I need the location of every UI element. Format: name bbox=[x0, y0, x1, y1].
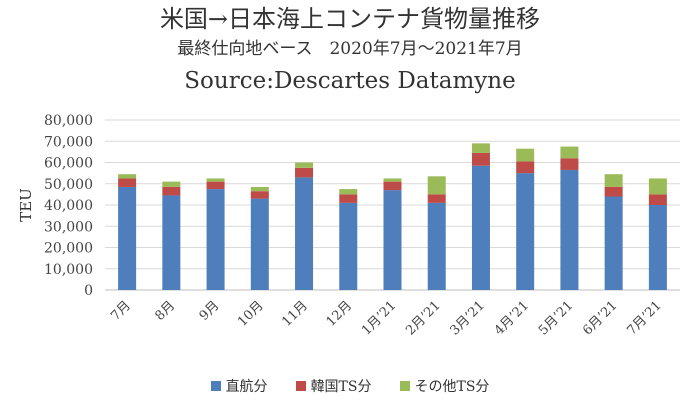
bar-segment-0 bbox=[118, 186, 137, 290]
bar-segment-1 bbox=[471, 152, 490, 166]
y-tick-label: 70,000 bbox=[44, 134, 93, 150]
bar-segment-1 bbox=[118, 178, 137, 187]
bar-segment-0 bbox=[295, 177, 314, 290]
bar-segment-1 bbox=[560, 158, 579, 170]
bar-segment-0 bbox=[560, 169, 579, 290]
bar-segment-2 bbox=[560, 146, 579, 159]
y-tick-label: 0 bbox=[84, 283, 93, 299]
bar-segment-1 bbox=[648, 194, 667, 205]
bar-segment-0 bbox=[604, 196, 623, 290]
x-tick-label: 7月’21 bbox=[624, 298, 664, 338]
bar-segment-0 bbox=[162, 195, 181, 290]
bar-segment-0 bbox=[250, 198, 269, 290]
bar-segment-1 bbox=[604, 186, 623, 197]
x-tick-label: 1月’21 bbox=[359, 298, 399, 338]
y-tick-label: 50,000 bbox=[44, 177, 93, 193]
legend: 直航分 韓国TS分 その他TS分 bbox=[0, 376, 700, 396]
bar-segment-0 bbox=[339, 202, 358, 290]
chart-title: 米国→日本海上コンテナ貨物量推移 bbox=[159, 5, 541, 33]
bar-segment-2 bbox=[648, 178, 667, 195]
bar-segment-2 bbox=[339, 189, 358, 195]
x-tick-label: 5月’21 bbox=[536, 298, 576, 338]
bar-segment-2 bbox=[604, 174, 623, 187]
legend-item-korea-ts: 韓国TS分 bbox=[295, 376, 372, 396]
x-tick-label: 7月 bbox=[108, 298, 134, 324]
x-tick-label: 8月 bbox=[153, 298, 179, 324]
legend-item-other-ts: その他TS分 bbox=[399, 376, 490, 396]
bar-segment-1 bbox=[206, 181, 225, 190]
bar-segment-2 bbox=[383, 178, 402, 182]
x-tick-label: 9月 bbox=[197, 298, 223, 324]
legend-label-other-ts: その他TS分 bbox=[414, 379, 490, 395]
bar-segment-1 bbox=[383, 181, 402, 191]
bar-segment-0 bbox=[471, 165, 490, 290]
bar-segment-2 bbox=[162, 181, 181, 187]
bar-segment-0 bbox=[516, 173, 535, 290]
x-tick-label: 2月’21 bbox=[403, 298, 443, 338]
bar-segment-1 bbox=[339, 194, 358, 203]
bar-segment-2 bbox=[206, 178, 225, 182]
bar-segment-1 bbox=[516, 161, 535, 174]
x-tick-label: 10月 bbox=[235, 298, 266, 329]
bar-segment-1 bbox=[427, 194, 446, 203]
x-tick-label: 11月 bbox=[279, 298, 310, 329]
y-tick-label: 20,000 bbox=[44, 241, 93, 257]
y-tick-label: 40,000 bbox=[44, 198, 93, 214]
stacked-bar-chart: 0 10,000 20,000 30,000 40,000 50,000 60,000 70,… bbox=[17, 113, 680, 338]
legend-item-direct: 直航分 bbox=[210, 376, 268, 396]
bar-segment-2 bbox=[471, 143, 490, 153]
legend-label-korea-ts: 韓国TS分 bbox=[310, 379, 372, 395]
bar-segment-1 bbox=[162, 186, 181, 196]
x-tick-label: 6月’21 bbox=[580, 298, 620, 338]
chart-source: Source:Descartes Datamyne bbox=[184, 68, 516, 94]
x-tick-label: 12月 bbox=[324, 298, 355, 329]
bar-segment-1 bbox=[295, 167, 314, 178]
bar-segment-0 bbox=[427, 202, 446, 290]
x-tick-label: 4月’21 bbox=[492, 298, 532, 338]
bar-segment-2 bbox=[427, 176, 446, 195]
y-axis-label: TEU bbox=[17, 188, 35, 222]
legend-label-direct: 直航分 bbox=[225, 379, 268, 395]
y-tick-label: 10,000 bbox=[44, 262, 93, 278]
y-tick-label: 60,000 bbox=[44, 156, 93, 172]
bar-segment-2 bbox=[516, 148, 535, 162]
y-tick-label: 80,000 bbox=[44, 113, 93, 129]
bar-segment-0 bbox=[206, 189, 225, 290]
bar-segment-1 bbox=[250, 191, 269, 199]
bar-segment-0 bbox=[383, 190, 402, 290]
x-tick-label: 3月’21 bbox=[448, 298, 488, 338]
bar-segment-2 bbox=[250, 186, 269, 192]
legend-swatch-direct bbox=[210, 381, 221, 391]
legend-swatch-korea-ts bbox=[295, 381, 306, 391]
bar-segment-2 bbox=[295, 162, 314, 168]
bar-segment-0 bbox=[648, 205, 667, 290]
chart-subtitle: 最終仕向地ベース 2020年7月～2021年7月 bbox=[177, 39, 523, 59]
legend-swatch-other-ts bbox=[399, 381, 410, 391]
bar-segment-2 bbox=[118, 174, 137, 179]
y-tick-label: 30,000 bbox=[44, 219, 93, 235]
